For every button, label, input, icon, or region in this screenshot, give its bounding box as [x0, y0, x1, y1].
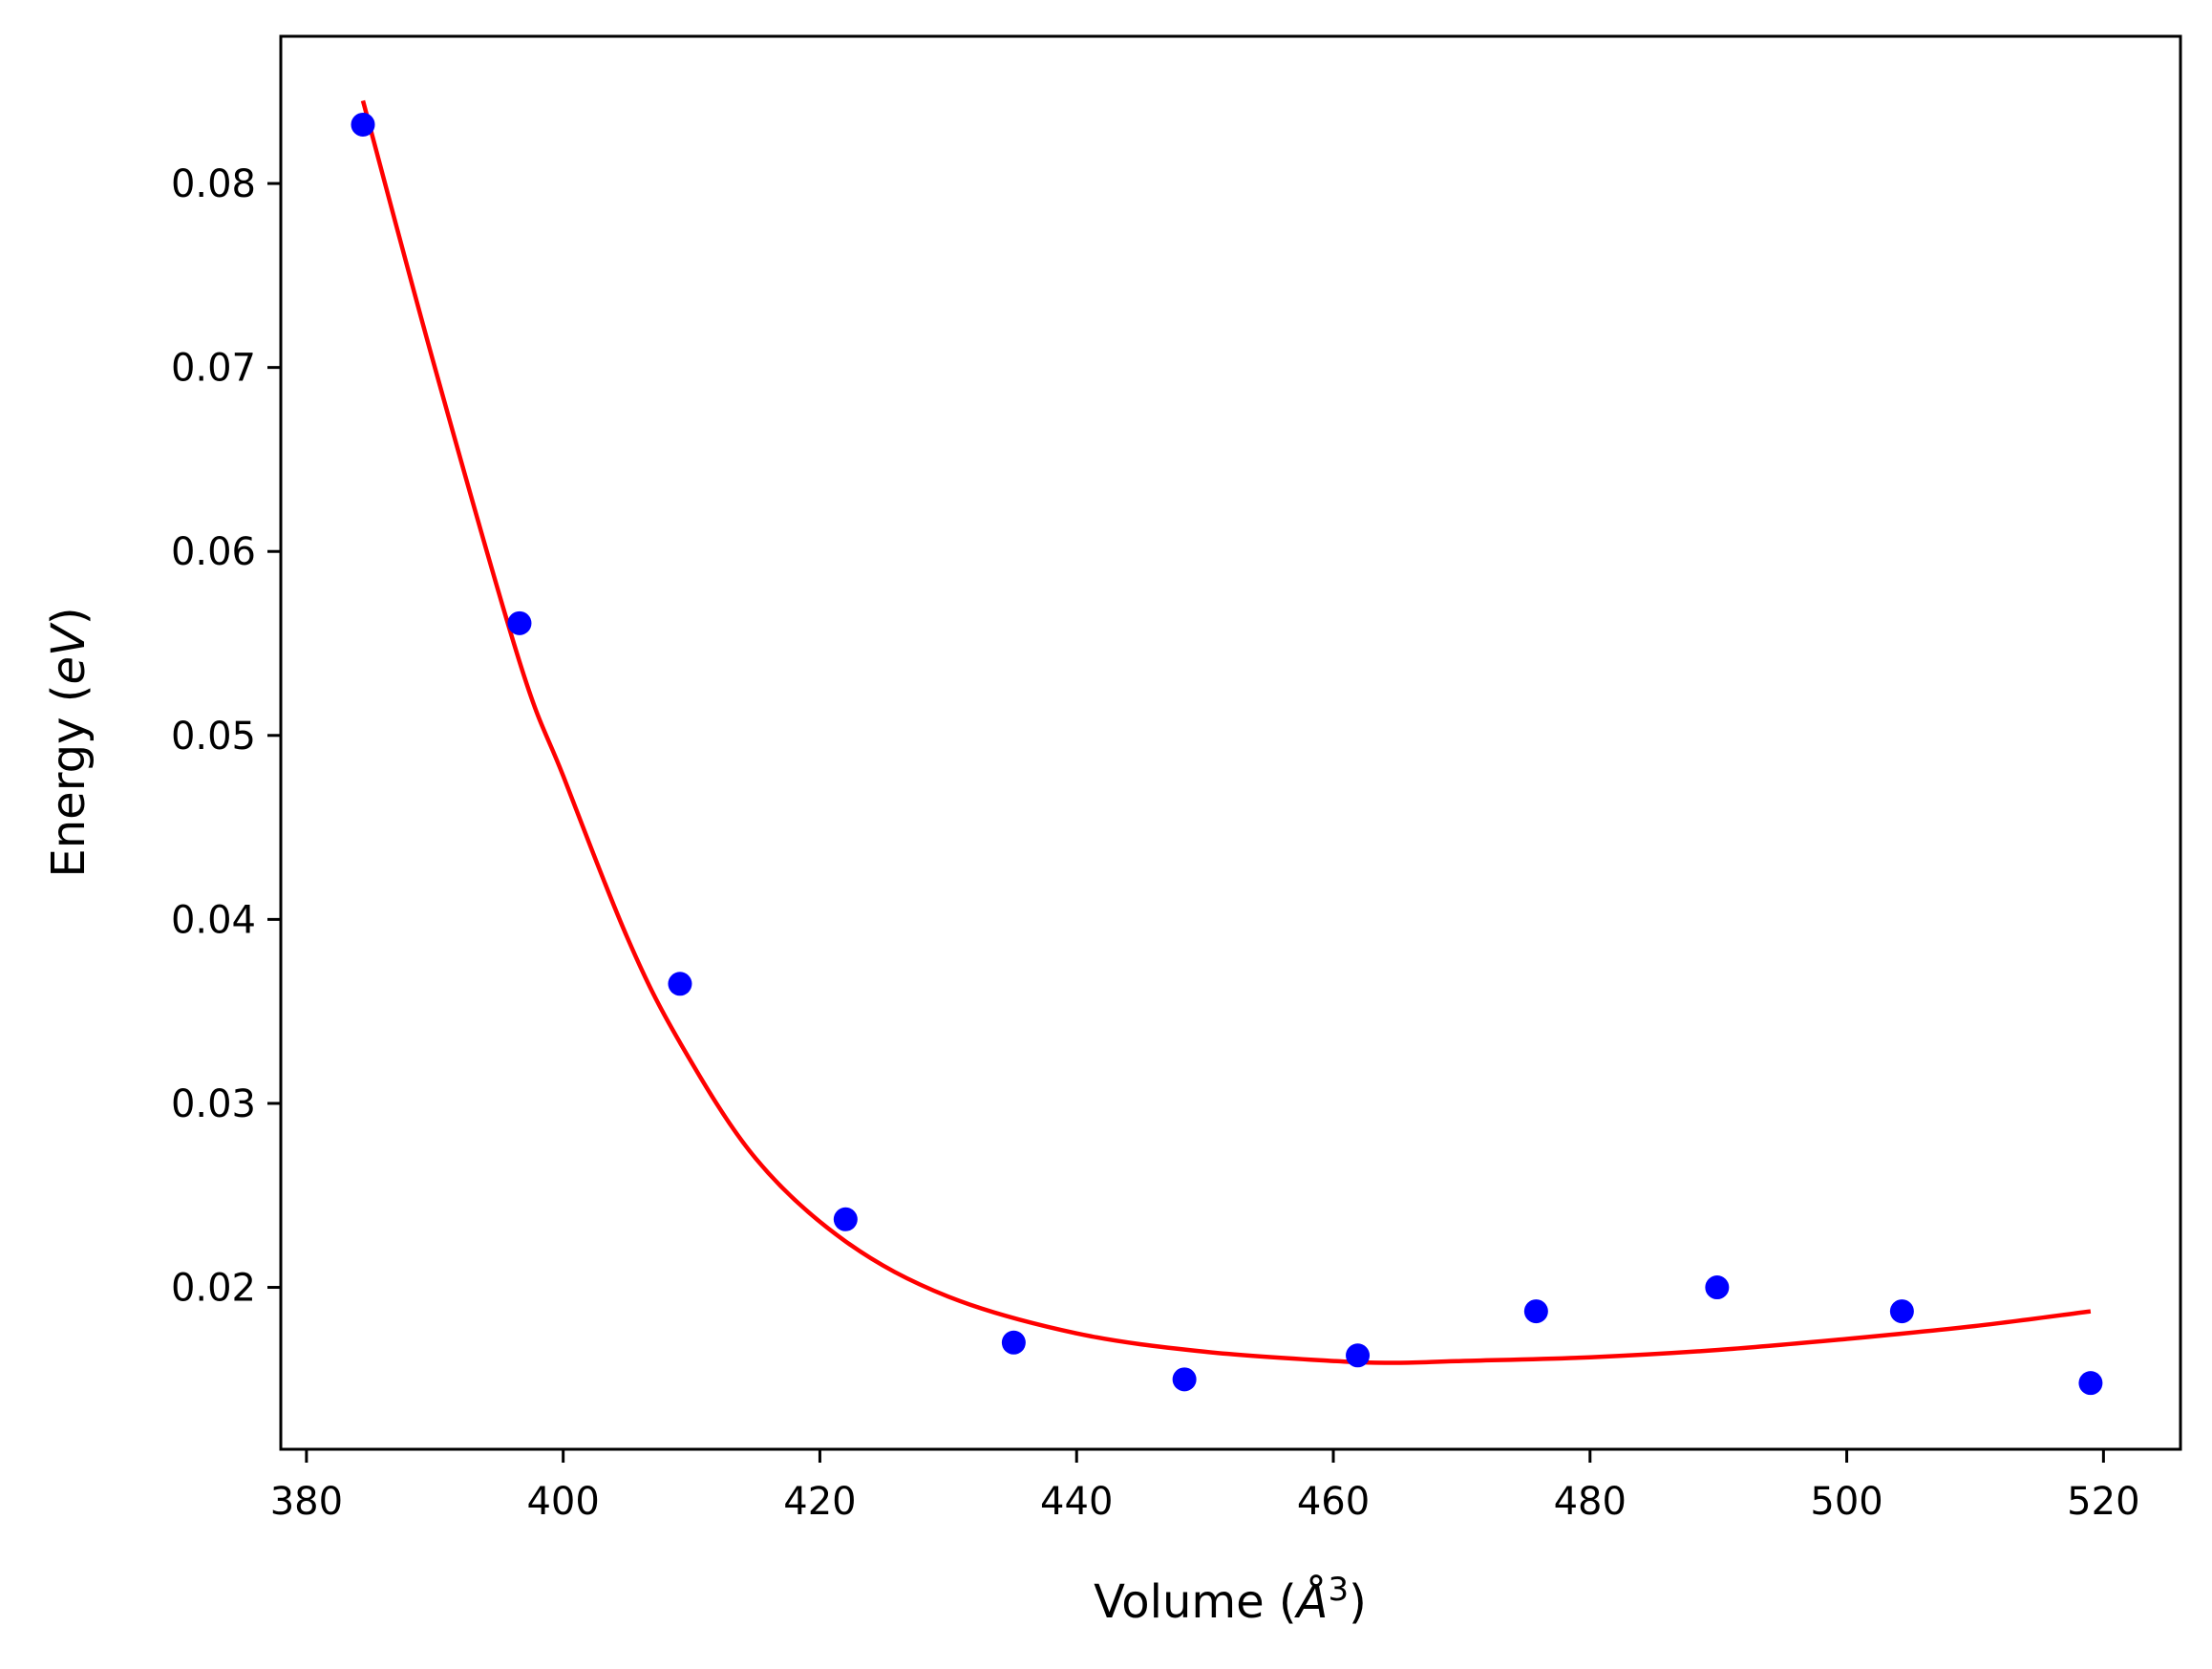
y-tick-label: 0.07 [171, 347, 256, 391]
y-tick-label: 0.05 [171, 715, 256, 759]
x-tick-label: 420 [783, 1480, 856, 1524]
x-tick-label: 400 [526, 1480, 599, 1524]
plot-marks [351, 99, 2103, 1396]
x-tick-label: 460 [1297, 1480, 1370, 1524]
x-tick-label: 480 [1554, 1480, 1627, 1524]
y-axis-title: Energy (eV) [42, 607, 96, 877]
data-point [1001, 1330, 1026, 1355]
x-tick-label: 500 [1810, 1480, 1882, 1524]
y-tick-label: 0.04 [171, 898, 256, 942]
data-point [833, 1207, 858, 1231]
data-point [2078, 1371, 2103, 1396]
data-point [351, 112, 375, 137]
y-tick-label: 0.02 [171, 1267, 256, 1311]
data-point [1705, 1275, 1730, 1300]
data-point [1346, 1343, 1371, 1368]
x-tick-label: 380 [270, 1480, 343, 1524]
fit-curve [360, 99, 2092, 1365]
plot-frame [279, 34, 2182, 1451]
x-tick-label: 520 [2067, 1480, 2139, 1524]
y-tick-label: 0.08 [171, 162, 256, 206]
y-tick-label: 0.06 [171, 530, 256, 574]
data-point [668, 972, 692, 996]
y-tick-label: 0.03 [171, 1082, 256, 1126]
x-axis-title: Volume (Å3) [1094, 1571, 1367, 1629]
data-point [1889, 1299, 1914, 1324]
data-point [1523, 1299, 1548, 1324]
x-tick-label: 440 [1040, 1480, 1113, 1524]
y-axis-ticks: 0.02 0.03 0.04 0.05 0.06 0.07 0.08 [171, 162, 281, 1311]
data-point [507, 610, 532, 635]
data-point [1172, 1367, 1197, 1392]
x-axis-ticks: 380 400 420 440 460 480 500 520 [270, 1449, 2140, 1524]
